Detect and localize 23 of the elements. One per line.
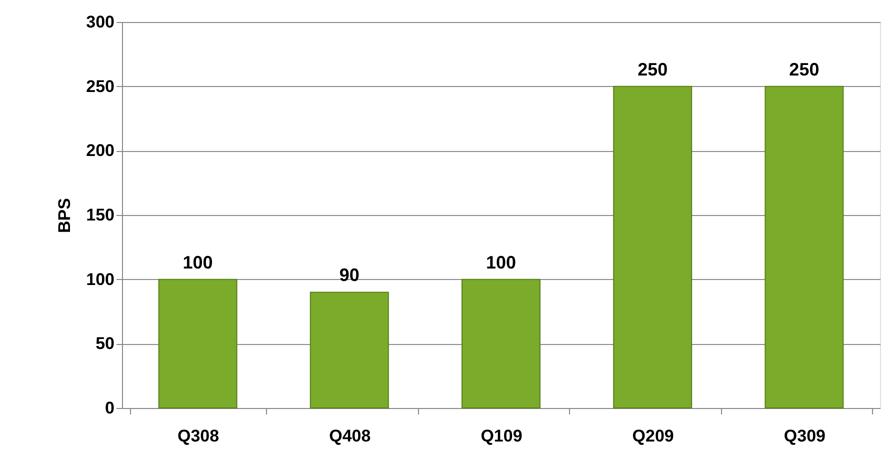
bar <box>764 86 844 408</box>
data-label: 100 <box>182 252 213 272</box>
y-tick-label: 50 <box>96 334 114 354</box>
y-tick-label: 150 <box>86 206 114 224</box>
y-tick-label: 250 <box>86 76 114 96</box>
x-tick-label: Q209 <box>632 426 674 446</box>
x-tick-label: Q408 <box>329 426 371 446</box>
y-tick-label: 200 <box>86 141 114 160</box>
y-axis-title: BPS <box>55 198 74 233</box>
bar <box>310 292 389 408</box>
y-tick-label: 300 <box>86 12 114 32</box>
data-label: 90 <box>339 265 360 286</box>
data-label: 100 <box>486 252 516 272</box>
bar <box>462 278 540 408</box>
data-label: 250 <box>638 59 668 80</box>
x-tick-label: Q109 <box>480 426 522 446</box>
x-tick-label: Q308 <box>178 426 220 446</box>
x-tick-label: Q309 <box>784 426 826 446</box>
data-label: 250 <box>789 59 820 80</box>
y-tick-label: 100 <box>86 270 114 289</box>
y-tick-label: 0 <box>105 398 114 418</box>
bar <box>613 86 692 408</box>
bar <box>158 278 238 408</box>
